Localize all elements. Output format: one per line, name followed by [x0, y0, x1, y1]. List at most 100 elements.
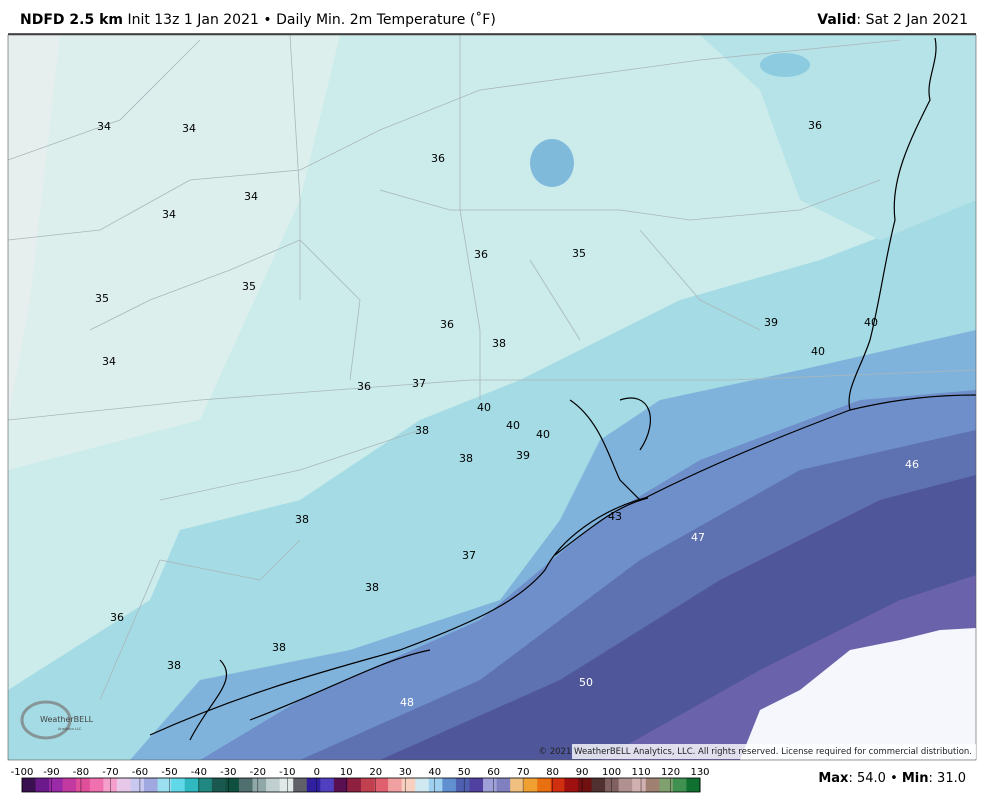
colorbar-swatch [564, 778, 579, 792]
colorbar-swatch [238, 778, 254, 792]
colorbar-swatch [35, 778, 50, 792]
colorbar-tick-label: 100 [602, 767, 621, 778]
temperature-label: 46 [905, 458, 919, 471]
colorbar-swatch [401, 778, 416, 792]
colorbar-swatch [89, 778, 104, 792]
field: Daily Min. 2m Temperature (˚F) [276, 12, 496, 28]
header: NDFD 2.5 km Init 13z 1 Jan 2021 • Daily … [20, 12, 496, 28]
temperature-label: 40 [811, 345, 825, 358]
colorbar-swatch [333, 778, 348, 792]
valid-label: Valid [817, 12, 857, 28]
colorbar-swatch [171, 778, 186, 792]
map-field [8, 35, 976, 760]
colorbar-swatch [306, 778, 321, 792]
temperature-label: 34 [182, 122, 196, 135]
map-frame [7, 34, 977, 761]
colorbar-swatch [144, 778, 159, 792]
colorbar-swatch [62, 778, 77, 792]
temperature-label: 38 [295, 513, 309, 526]
colorbar-tick-label: 110 [631, 767, 650, 778]
colorbar-swatch [618, 778, 633, 792]
colorbar-swatch [184, 778, 199, 792]
temperature-label: 38 [492, 337, 506, 350]
colorbar-tick-label: 120 [661, 767, 680, 778]
temperature-label: 35 [95, 292, 109, 305]
temperature-label: 35 [572, 247, 586, 260]
colorbar-swatch [523, 778, 538, 792]
colorbar-tick-label: 50 [458, 767, 471, 778]
colorbar-tick-label: 30 [399, 767, 412, 778]
temperature-label: 40 [536, 428, 550, 441]
temperature-label: 35 [242, 280, 256, 293]
colorbar-swatch [415, 778, 430, 792]
colorbar-swatch [645, 778, 660, 792]
colorbar-swatch [225, 778, 240, 792]
colorbar-swatch [537, 778, 552, 792]
colorbar-swatch [374, 778, 389, 792]
colorbar-swatch [252, 778, 267, 792]
temperature-label: 40 [477, 401, 491, 414]
colorbar-tick-label: -70 [102, 767, 118, 778]
logo-sub: Analytics LLC [58, 727, 82, 731]
footer: Max: 54.0 • Min: 31.0 [818, 771, 966, 786]
colorbar-swatch [116, 778, 131, 792]
colorbar-tick-label: 70 [517, 767, 530, 778]
temperature-label: 43 [608, 510, 622, 523]
colorbar-tick-label: 10 [340, 767, 353, 778]
colorbar-swatch [279, 778, 294, 792]
temperature-label: 36 [357, 380, 371, 393]
temperature-label: 34 [97, 120, 111, 133]
colorbar-swatch [293, 778, 308, 792]
colorbar-swatch [496, 778, 511, 792]
colorbar-swatch [22, 778, 37, 792]
logo-text: WeatherBELL [40, 715, 94, 724]
colorbar-tick-label: 20 [369, 767, 382, 778]
temperature-label: 39 [516, 449, 530, 462]
colorbar-swatch [266, 778, 281, 792]
colorbar-tick-label: -80 [73, 767, 89, 778]
colorbar-swatch [442, 778, 457, 792]
temperature-label: 40 [506, 419, 520, 432]
temperature-label: 37 [412, 377, 426, 390]
colorbar-swatch [605, 778, 620, 792]
temperature-label: 38 [167, 659, 181, 672]
temperature-label: 37 [462, 549, 476, 562]
colorbar-tick-label: -100 [11, 767, 34, 778]
temperature-label: 34 [162, 208, 176, 221]
colorbar-swatch [550, 778, 565, 792]
temperature-label: 34 [244, 190, 258, 203]
valid: Valid: Sat 2 Jan 2021 [817, 12, 968, 28]
colorbar-swatch [130, 778, 145, 792]
max: : 54.0 [848, 771, 886, 786]
colorbar-swatch [428, 778, 443, 792]
colorbar-tick-label: 80 [546, 767, 559, 778]
colorbar-tick-label: -10 [279, 767, 295, 778]
colorbar-swatch [320, 778, 335, 792]
colorbar-tick-label: -20 [250, 767, 266, 778]
colorbar-swatch [455, 778, 470, 792]
colorbar-swatch [483, 778, 498, 792]
temperature-label: 36 [431, 152, 445, 165]
colorbar-swatch [388, 778, 403, 792]
temperature-label: 38 [272, 641, 286, 654]
temperature-label: 48 [400, 696, 414, 709]
temperature-label: 38 [459, 452, 473, 465]
temperature-label: 34 [102, 355, 116, 368]
colorbar-swatch [672, 778, 687, 792]
init: Init 13z 1 Jan 2021 [127, 12, 259, 28]
max-label: Max [818, 771, 849, 786]
colorbar-tick-label: -40 [191, 767, 207, 778]
min: : 31.0 [928, 771, 966, 786]
colorbar-swatch [211, 778, 226, 792]
temperature-label: 36 [474, 248, 488, 261]
temperature-label: 36 [808, 119, 822, 132]
temperature-label: 36 [440, 318, 454, 331]
colorbar-tick-label: -90 [43, 767, 59, 778]
product: NDFD 2.5 km [20, 12, 123, 28]
colorbar-swatch [49, 778, 64, 792]
copyright: © 2021 WeatherBELL Analytics, LLC. All r… [539, 747, 972, 757]
colorbar-tick-label: -30 [220, 767, 236, 778]
colorbar-swatch [361, 778, 376, 792]
